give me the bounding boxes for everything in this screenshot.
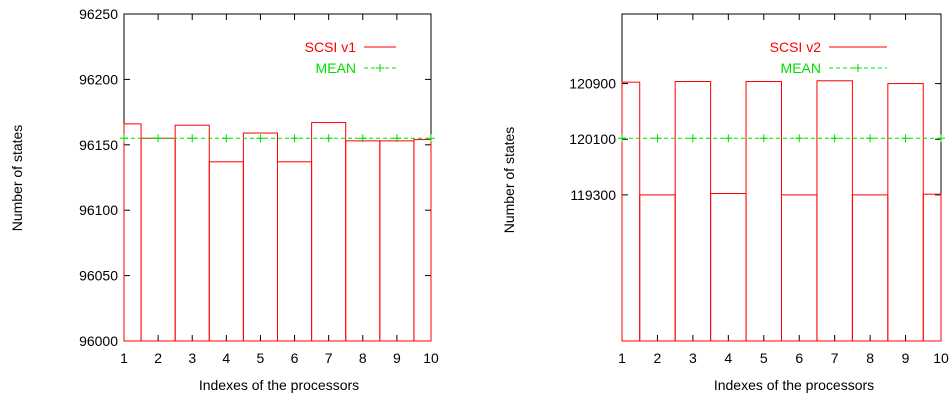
bar <box>621 81 641 342</box>
mean-point <box>427 134 435 143</box>
legend-label-mean: MEAN <box>781 60 821 76</box>
bar <box>242 132 278 342</box>
mean-point <box>188 134 197 143</box>
mean-point <box>759 134 768 143</box>
bar <box>123 123 142 342</box>
legend: SCSI v2 MEAN <box>770 39 887 76</box>
x-axis-title: Indexes of the processors <box>199 377 359 393</box>
mean-point <box>866 134 875 143</box>
bar <box>413 139 432 342</box>
y-axis-title: Number of states <box>9 125 25 232</box>
bar <box>140 137 176 342</box>
mean-point <box>653 134 662 143</box>
legend-mean-marker <box>854 64 862 72</box>
x-tick-label: 5 <box>257 350 265 366</box>
bar <box>174 124 210 342</box>
mean-point <box>937 134 945 143</box>
x-tick-label: 1 <box>120 350 128 366</box>
bar <box>887 83 924 342</box>
x-tick-label: 5 <box>760 350 768 366</box>
legend: SCSI v1 MEAN <box>305 39 396 76</box>
mean-point <box>120 134 128 143</box>
x-tick-label: 10 <box>933 350 949 366</box>
mean-point <box>830 134 839 143</box>
legend-label-mean: MEAN <box>316 60 356 76</box>
x-tick-label: 3 <box>188 350 196 366</box>
y-tick-label: 96000 <box>79 333 118 349</box>
legend-label-series-1: SCSI v2 <box>770 39 822 55</box>
x-tick-label: 7 <box>831 350 839 366</box>
bar <box>311 122 347 342</box>
mean-point <box>256 134 265 143</box>
mean-point <box>795 134 804 143</box>
x-tick-label: 3 <box>689 350 697 366</box>
x-tick-label: 4 <box>222 350 230 366</box>
bar <box>745 80 782 342</box>
mean-point <box>392 134 401 143</box>
bar <box>639 194 676 342</box>
bar <box>851 194 889 342</box>
x-tick-label: 7 <box>325 350 333 366</box>
x-tick-label: 2 <box>654 350 662 366</box>
bar <box>816 80 853 342</box>
mean-point <box>324 134 333 143</box>
mean-point <box>290 134 299 143</box>
legend-label-series-1: SCSI v1 <box>305 39 357 55</box>
y-tick-label: 119300 <box>570 187 616 203</box>
x-tick-label: 4 <box>724 350 732 366</box>
x-tick-label: 8 <box>866 350 874 366</box>
bar <box>208 161 244 342</box>
mean-point <box>358 134 367 143</box>
mean-point <box>901 134 910 143</box>
y-tick-label: 96250 <box>79 6 118 22</box>
y-tick-label: 96050 <box>79 268 118 284</box>
x-axis-title: Indexes of the processors <box>714 377 874 393</box>
x-tick-label: 6 <box>291 350 299 366</box>
bar <box>277 161 313 342</box>
y-axis-title: Number of states <box>501 127 517 234</box>
chart-scsi-v1: Number of states Indexes of the processo… <box>9 6 439 393</box>
x-tick-label: 6 <box>795 350 803 366</box>
x-tick-label: 9 <box>393 350 401 366</box>
x-tick-label: 10 <box>423 350 439 366</box>
y-tick-label: 96200 <box>79 71 118 87</box>
bar <box>345 140 381 342</box>
bar <box>379 140 415 342</box>
bar <box>710 193 747 342</box>
x-tick-label: 2 <box>154 350 162 366</box>
mean-point <box>724 134 733 143</box>
y-tick-label: 120100 <box>569 131 616 147</box>
legend-mean-marker <box>376 64 384 72</box>
mean-point <box>154 134 163 143</box>
mean-point <box>688 134 697 143</box>
chart-scsi-v2: Number of states Indexes of the processo… <box>501 13 949 393</box>
bar <box>674 80 712 342</box>
y-tick-label: 96150 <box>79 137 118 153</box>
x-tick-label: 8 <box>359 350 367 366</box>
y-tick-label: 96100 <box>79 202 118 218</box>
x-tick-label: 9 <box>902 350 910 366</box>
bar <box>781 194 818 342</box>
x-tick-label: 1 <box>618 350 626 366</box>
mean-point <box>222 134 231 143</box>
bar <box>922 193 942 342</box>
mean-point <box>618 134 626 143</box>
y-tick-label: 120900 <box>569 76 616 92</box>
